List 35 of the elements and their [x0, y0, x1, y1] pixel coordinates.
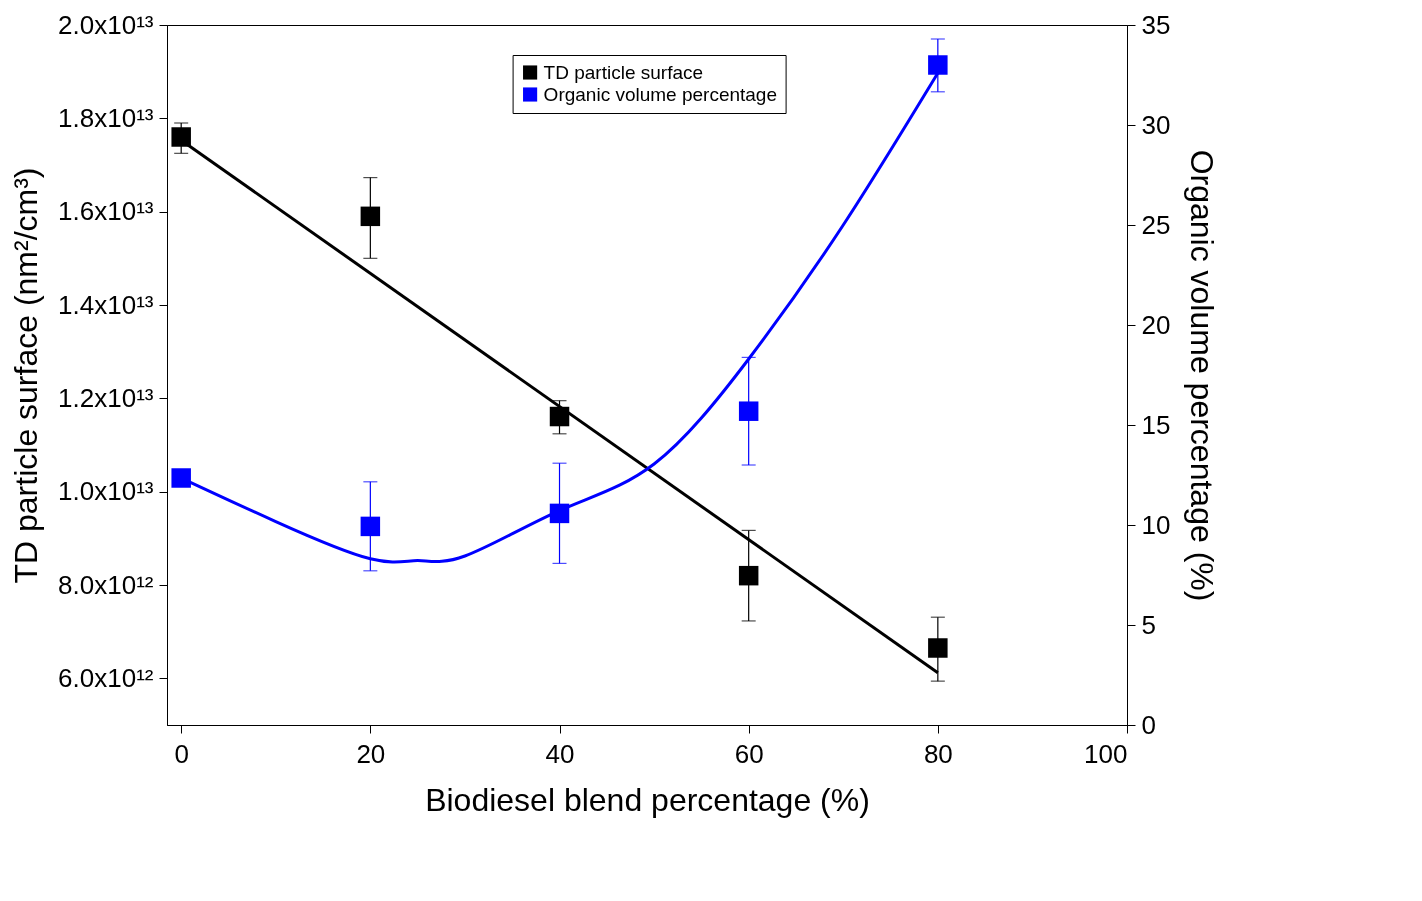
point	[171, 127, 191, 147]
y2-tick-label: 5	[1141, 609, 1156, 640]
y-tick-label: 1.0x10¹³	[58, 476, 154, 507]
point	[360, 206, 381, 227]
legend-label: Organic volume percentage	[543, 83, 778, 105]
x-tick-label: 60	[734, 738, 764, 769]
y2-tick-label: 30	[1141, 109, 1171, 140]
y2-tick-label: 15	[1141, 409, 1171, 440]
y2-axis-title: Organic volume percentage (%)	[1184, 149, 1221, 602]
y-tick-label: 1.2x10¹³	[58, 382, 154, 413]
point	[928, 638, 948, 658]
point	[738, 565, 759, 586]
point	[928, 55, 948, 75]
y2-tick-label: 20	[1141, 309, 1171, 340]
y-tick-label: 1.4x10¹³	[58, 289, 154, 320]
x-axis-title: Biodiesel blend percentage (%)	[425, 781, 870, 818]
point	[171, 468, 191, 488]
legend-label: TD particle surface	[543, 61, 704, 83]
y2-tick-label: 0	[1141, 709, 1156, 740]
y-axis-title: TD particle surface (nm²/cm³)	[8, 167, 45, 584]
point	[360, 516, 381, 537]
x-tick-label: 0	[174, 738, 189, 769]
y2-tick-label: 35	[1141, 9, 1171, 40]
x-tick-label: 20	[356, 738, 386, 769]
y-tick-label: 8.0x10¹²	[58, 569, 154, 600]
y-tick-label: 1.6x10¹³	[58, 196, 154, 227]
point	[738, 401, 759, 421]
y2-tick-label: 25	[1141, 209, 1171, 240]
y-tick-label: 1.8x10¹³	[58, 102, 154, 133]
x-tick-label: 80	[923, 738, 953, 769]
x-tick-label: 100	[1084, 738, 1128, 769]
y-tick-label: 6.0x10¹²	[58, 662, 154, 693]
y2-tick-label: 10	[1141, 509, 1171, 540]
y-tick-label: 2.0x10¹³	[58, 9, 154, 40]
x-tick-label: 40	[545, 738, 575, 769]
